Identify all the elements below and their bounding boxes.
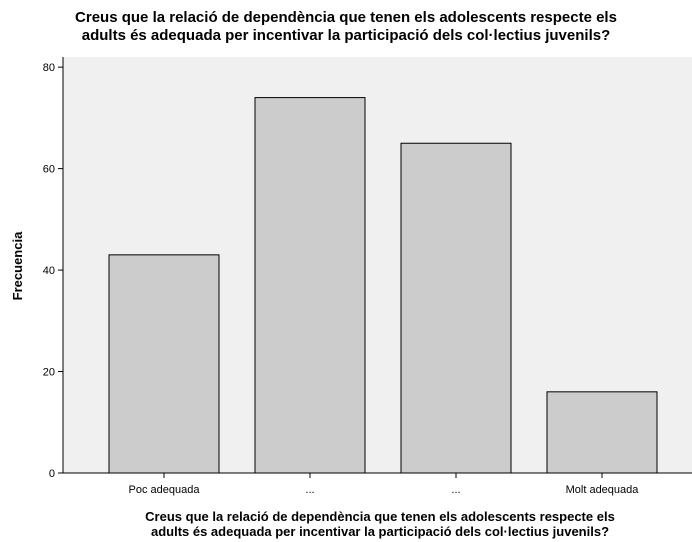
chart-title-line-1: Creus que la relació de dependència que … (75, 9, 617, 26)
y-tick-label: 60 (43, 164, 55, 176)
y-tick-label: 80 (43, 62, 55, 74)
x-tick-label: ... (305, 484, 314, 496)
chart-title-line-2: adults és adequada per incentivar la par… (82, 27, 611, 44)
bar (400, 142, 512, 474)
y-tick-label: 20 (43, 367, 55, 379)
x-tick-label: ... (451, 484, 460, 496)
x-tick-label: Poc adequada (129, 484, 201, 496)
bar (254, 97, 366, 474)
bar (546, 391, 658, 474)
y-tick-label: 40 (43, 265, 55, 277)
x-tick-label: Molt adequada (566, 484, 640, 496)
x-axis-label-line-2: adults és adequada per incentivar la par… (151, 524, 609, 539)
bar (108, 254, 220, 474)
y-axis-label: Frecuencia (10, 231, 25, 300)
x-axis-label-line-1: Creus que la relació de dependència que … (145, 509, 615, 524)
y-tick-label: 0 (49, 468, 55, 480)
